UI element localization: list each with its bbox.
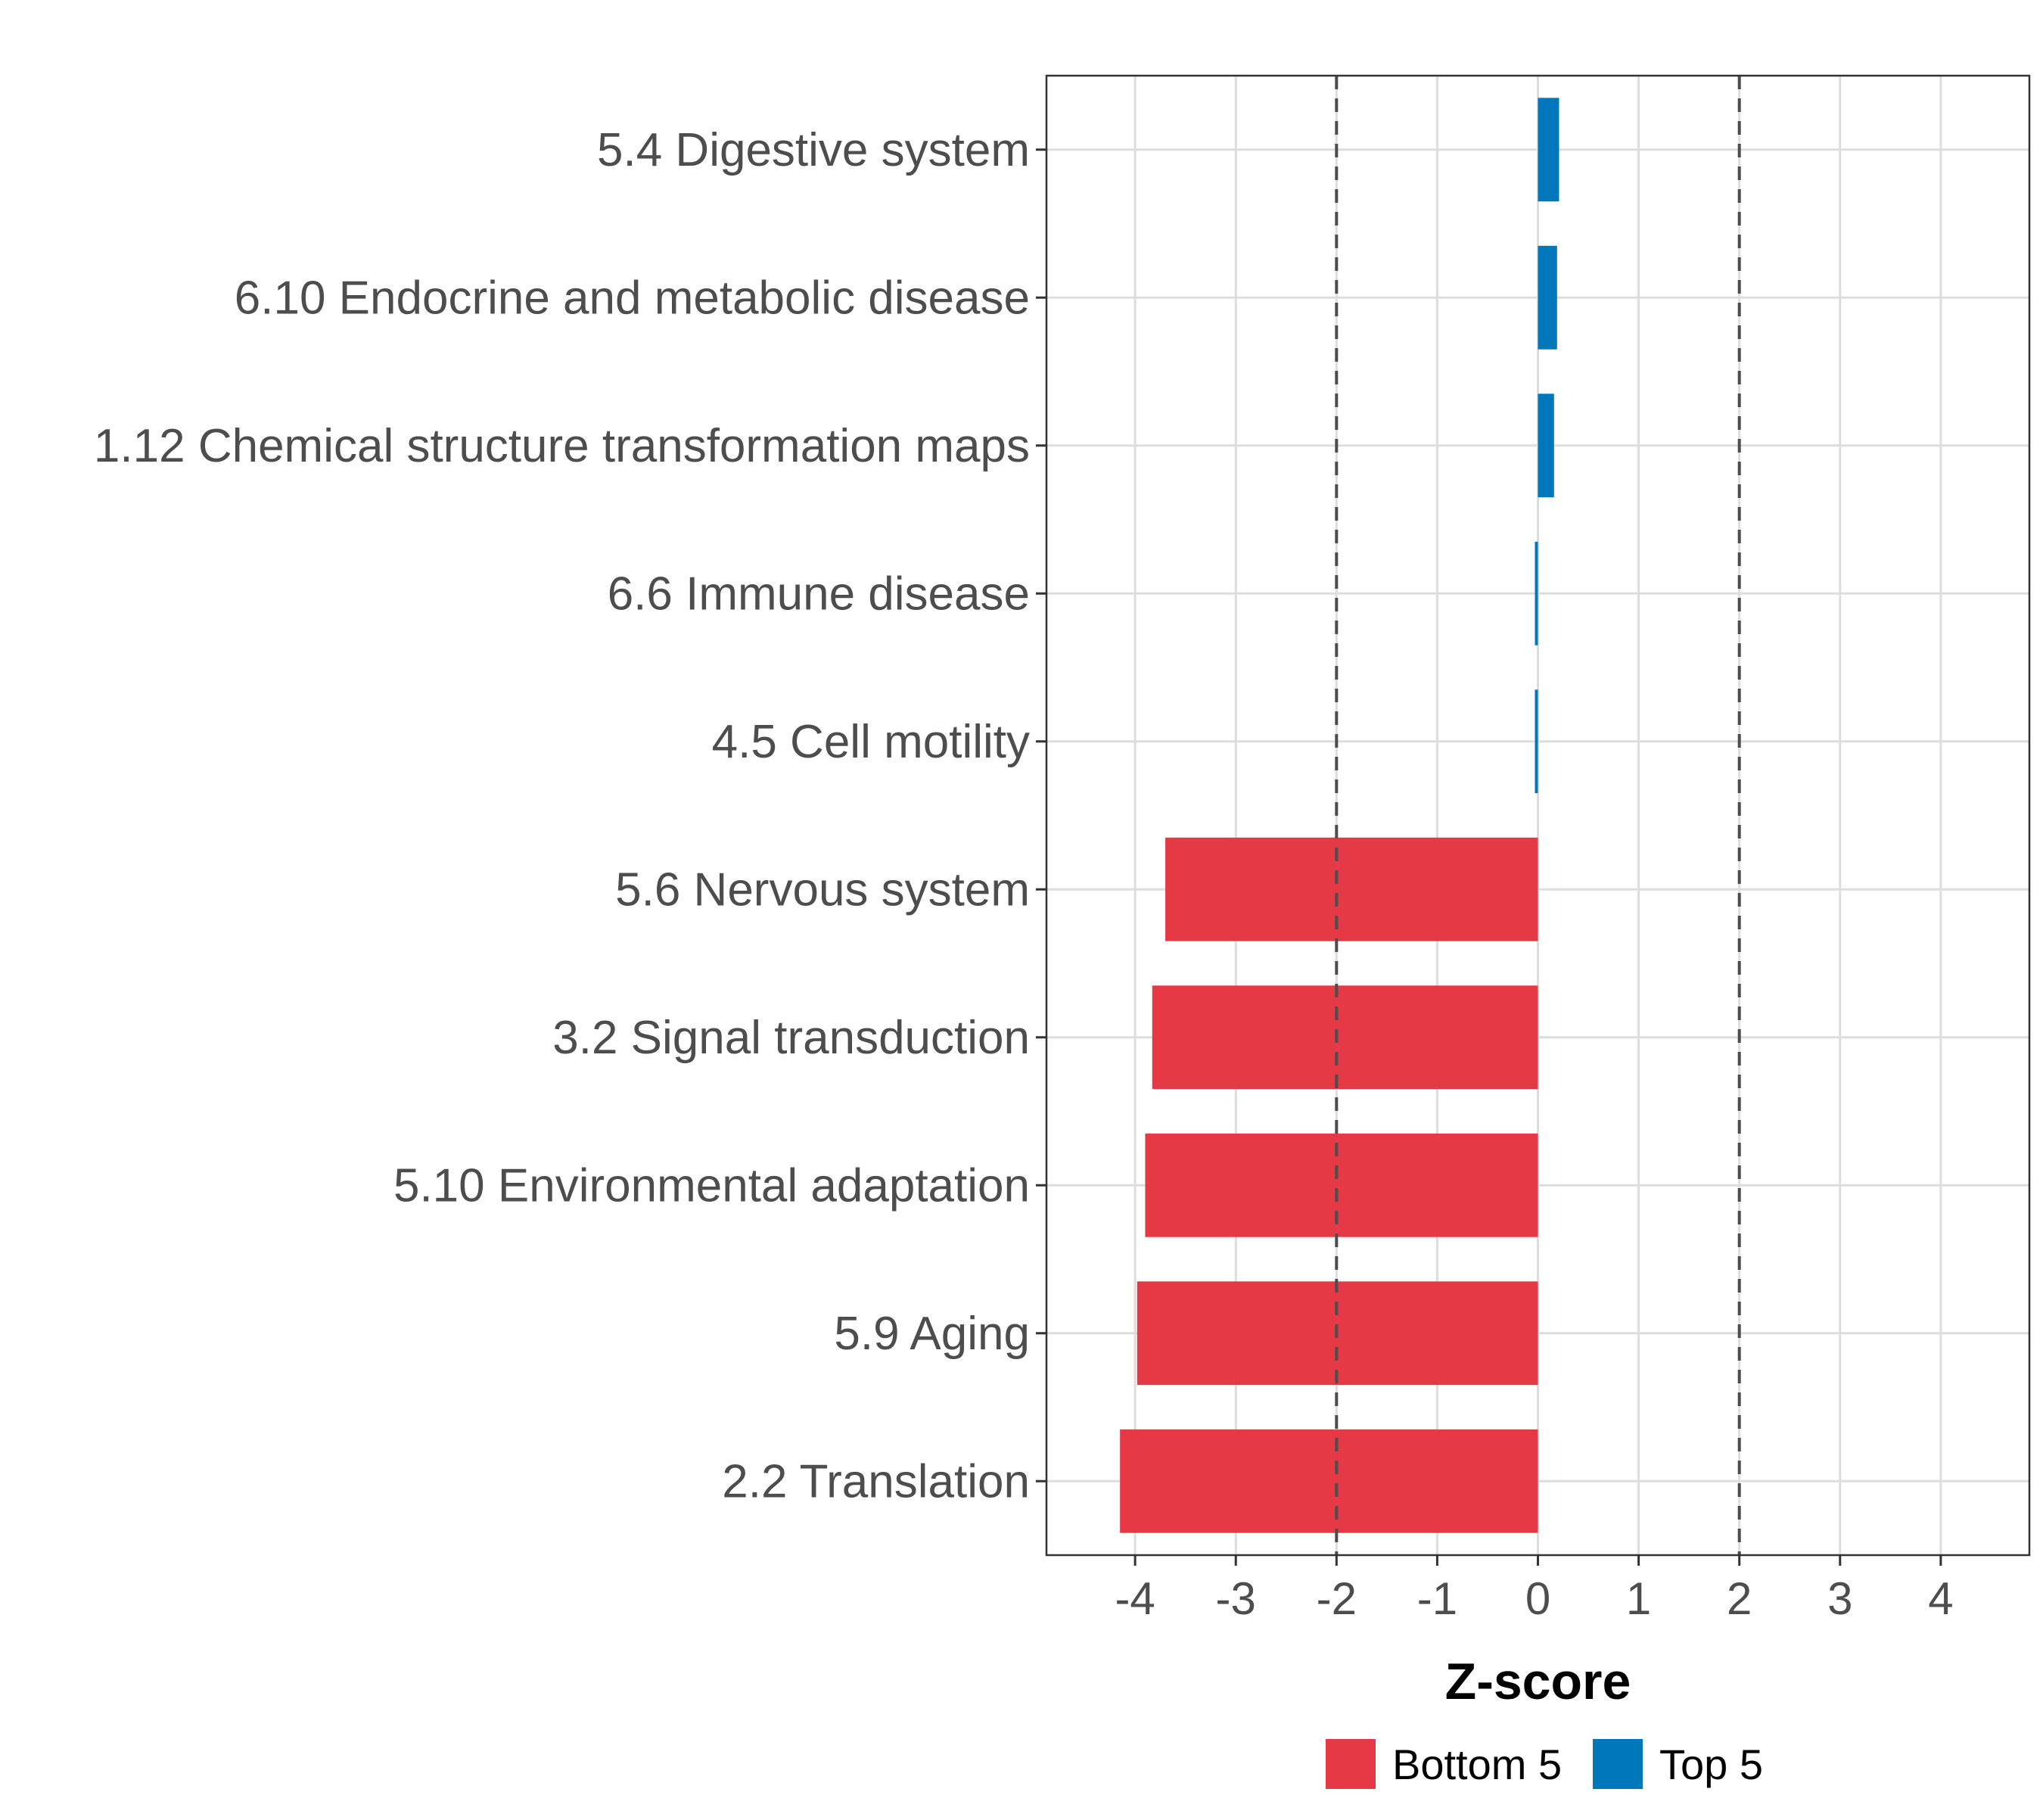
bar xyxy=(1538,245,1557,350)
category-label: 4.5 Cell motility xyxy=(712,716,1030,768)
legend-label: Bottom 5 xyxy=(1392,1741,1562,1788)
bar xyxy=(1538,394,1554,498)
bar xyxy=(1165,837,1538,941)
legend-key xyxy=(1593,1739,1643,1789)
bar xyxy=(1145,1133,1538,1237)
x-tick-label: 1 xyxy=(1626,1573,1651,1624)
x-tick-label: 2 xyxy=(1727,1573,1752,1624)
x-tick-label: -3 xyxy=(1216,1573,1256,1624)
x-tick-label: 0 xyxy=(1525,1573,1550,1624)
category-label: 5.6 Nervous system xyxy=(615,863,1030,916)
legend-label: Top 5 xyxy=(1659,1741,1763,1788)
category-label: 6.10 Endocrine and metabolic disease xyxy=(235,272,1030,324)
bar xyxy=(1152,985,1538,1090)
bars xyxy=(1120,98,1559,1533)
x-tick-labels: -4 -3 -2 -1 0 1 2 3 4 xyxy=(1115,1573,1953,1624)
reference-lines xyxy=(1335,76,1741,1555)
category-label: 1.12 Chemical structure transformation m… xyxy=(94,420,1030,472)
legend: Bottom 5 Top 5 xyxy=(1326,1739,1763,1789)
axis-ticks xyxy=(1036,148,1942,1566)
category-label: 5.10 Environmental adaptation xyxy=(393,1159,1030,1212)
category-label: 5.9 Aging xyxy=(834,1308,1030,1360)
bar xyxy=(1535,541,1538,646)
category-label: 2.2 Translation xyxy=(722,1455,1030,1507)
bar xyxy=(1120,1429,1538,1533)
legend-key xyxy=(1326,1739,1376,1789)
x-tick-label: 4 xyxy=(1928,1573,1953,1624)
category-label: 6.6 Immune disease xyxy=(608,568,1030,620)
x-axis-title: Z-score xyxy=(1445,1653,1631,1710)
bar xyxy=(1535,689,1538,794)
x-tick-label: 3 xyxy=(1827,1573,1852,1624)
category-label: 5.4 Digestive system xyxy=(597,124,1030,176)
x-tick-label: -2 xyxy=(1317,1573,1357,1624)
bar xyxy=(1538,98,1559,202)
x-tick-label: -1 xyxy=(1417,1573,1457,1624)
category-labels: 5.4 Digestive system 6.10 Endocrine and m… xyxy=(94,124,1030,1508)
x-tick-label: -4 xyxy=(1115,1573,1155,1624)
category-label: 3.2 Signal transduction xyxy=(552,1012,1030,1064)
